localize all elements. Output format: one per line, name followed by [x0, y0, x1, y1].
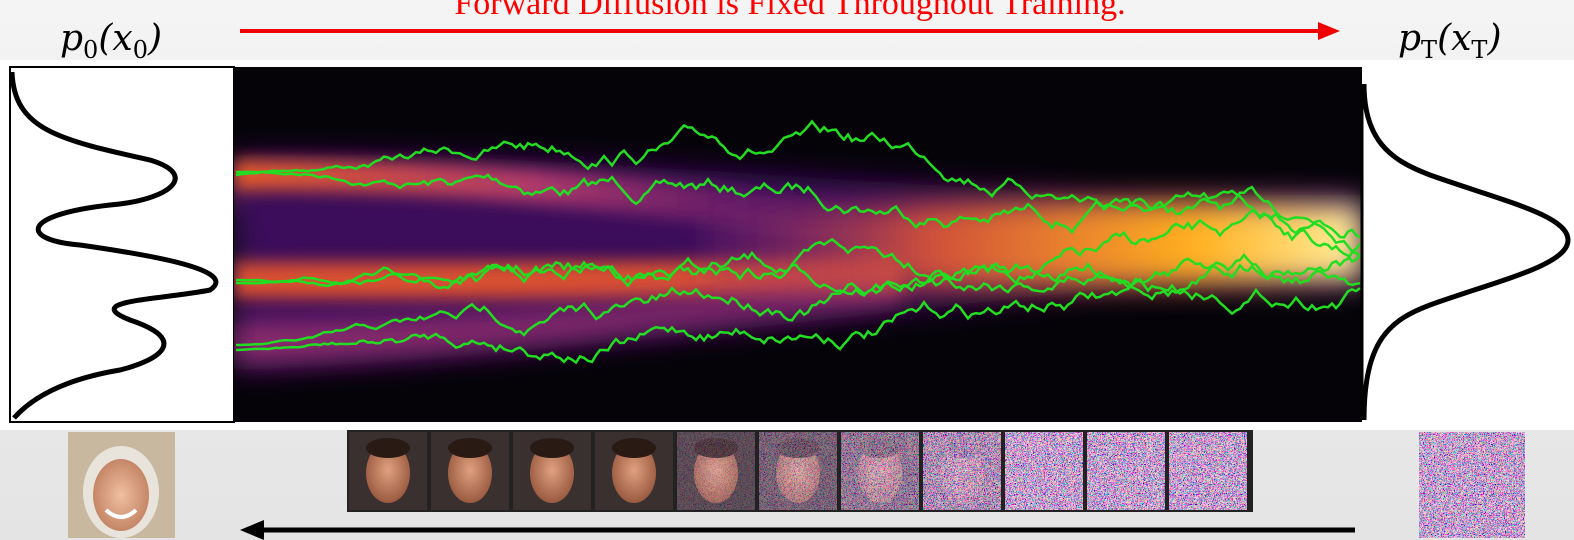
heatmap: [234, 67, 1362, 422]
subscript: T: [1421, 36, 1437, 64]
tile-noise: [759, 432, 837, 510]
tile-hair: [612, 438, 656, 458]
subscript: 0: [133, 36, 148, 64]
tile-hair: [530, 438, 574, 458]
tile-noise: [677, 432, 755, 510]
tile-noise: [1087, 432, 1165, 510]
face-skin: [93, 459, 149, 531]
tile-hair: [448, 438, 492, 458]
tile-noise: [1169, 432, 1247, 510]
label-part: (x: [1437, 18, 1471, 59]
label-part: ): [1486, 18, 1501, 59]
tile-noise: [1005, 432, 1083, 510]
subscript: T: [1471, 36, 1487, 64]
generated-face: [68, 432, 175, 538]
tile-noise: [923, 432, 1001, 510]
tile-hair: [366, 438, 410, 458]
forward-process-strip: [347, 430, 1253, 512]
noise-sample: [1419, 432, 1525, 538]
tile-noise: [841, 432, 919, 510]
title: Forward Diffusion is Fixed Throughout Tr…: [454, 0, 1125, 22]
diagram: Forward Diffusion is Fixed Throughout Tr…: [0, 0, 1574, 540]
label-part: p: [1398, 18, 1421, 59]
label-part: p: [60, 18, 83, 59]
label-part: (x: [98, 18, 132, 59]
subscript: 0: [83, 36, 98, 64]
label-part: ): [147, 18, 162, 59]
